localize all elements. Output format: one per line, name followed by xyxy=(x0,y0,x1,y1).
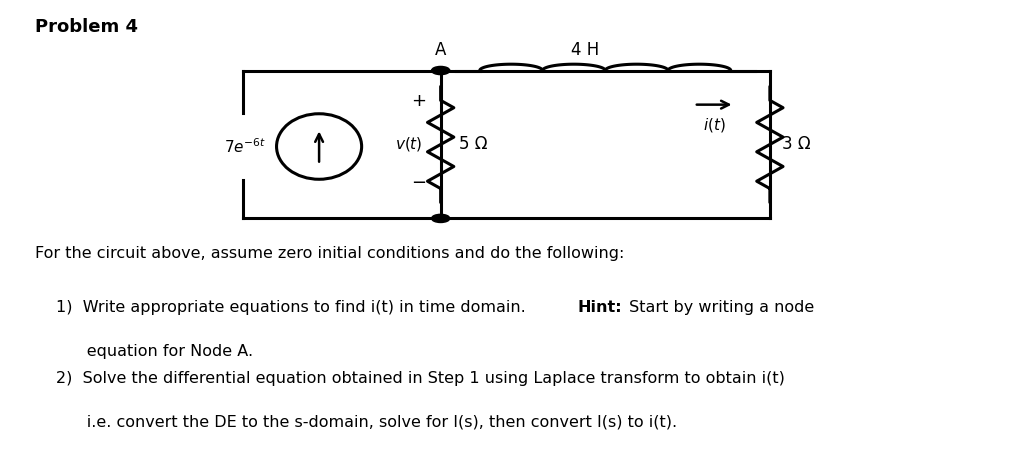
Text: $7e^{-6t}$: $7e^{-6t}$ xyxy=(224,137,266,156)
Circle shape xyxy=(432,214,450,222)
Text: Start by writing a node: Start by writing a node xyxy=(624,300,814,315)
Text: For the circuit above, assume zero initial conditions and do the following:: For the circuit above, assume zero initi… xyxy=(35,246,625,261)
Text: $v(t)$: $v(t)$ xyxy=(395,136,422,153)
Text: Hint:: Hint: xyxy=(577,300,622,315)
Text: A: A xyxy=(435,41,447,59)
Text: 5 Ω: 5 Ω xyxy=(459,136,487,153)
Text: 1)  Write appropriate equations to find i(t) in time domain.: 1) Write appropriate equations to find i… xyxy=(56,300,531,315)
Text: 4 H: 4 H xyxy=(571,41,599,59)
Circle shape xyxy=(432,66,450,75)
Text: +: + xyxy=(411,92,425,110)
Text: Problem 4: Problem 4 xyxy=(35,18,139,36)
Text: $i(t)$: $i(t)$ xyxy=(703,116,725,134)
Text: 3 Ω: 3 Ω xyxy=(782,136,810,153)
Text: 2)  Solve the differential equation obtained in Step 1 using Laplace transform t: 2) Solve the differential equation obtai… xyxy=(56,371,785,386)
Text: i.e. convert the DE to the s-domain, solve for I(s), then convert I(s) to i(t).: i.e. convert the DE to the s-domain, sol… xyxy=(56,415,677,430)
Text: −: − xyxy=(411,174,425,192)
Text: equation for Node A.: equation for Node A. xyxy=(56,344,253,359)
